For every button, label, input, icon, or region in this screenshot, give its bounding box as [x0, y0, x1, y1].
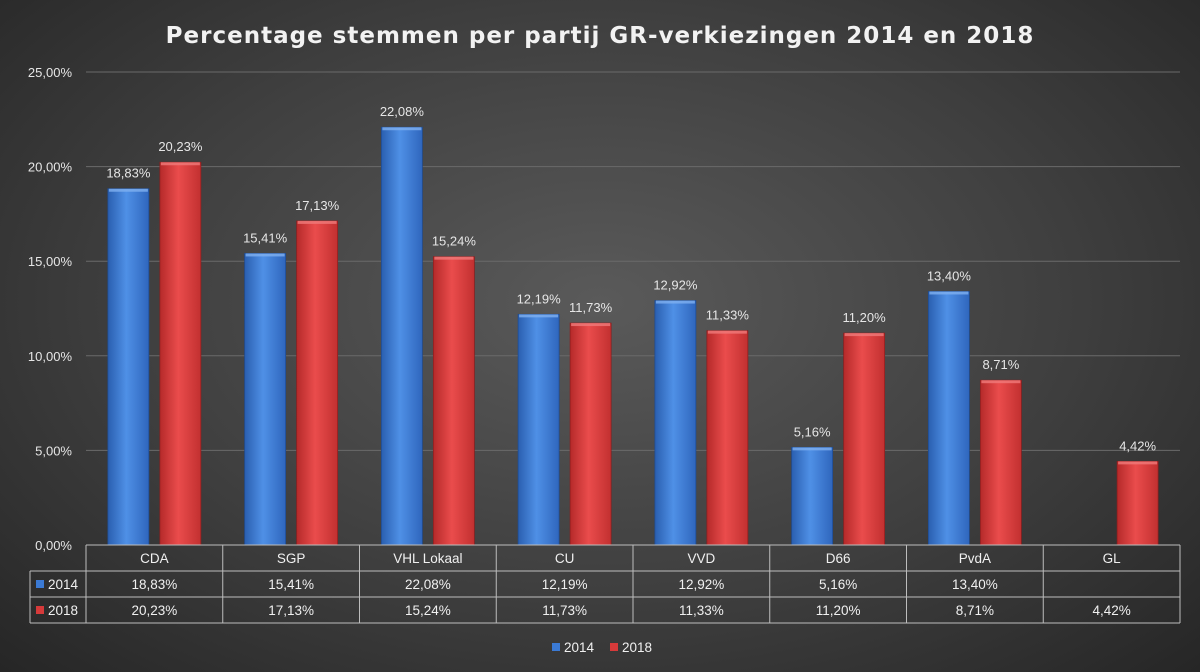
bar-cap: [297, 220, 337, 224]
data-table: CDA SGP VHL Lokaal CU VVD D66 PvdA GL 2014 18,83%…: [29, 544, 1181, 624]
bar-cap: [571, 323, 611, 327]
table-cell: 18,83%: [131, 577, 177, 592]
data-label: 15,24%: [432, 234, 477, 249]
table-header-cell: VVD: [687, 551, 715, 566]
bar-cap: [382, 127, 422, 131]
table-cell: 11,73%: [542, 603, 587, 618]
bar-2018-d66: [843, 332, 886, 546]
data-label: 15,41%: [243, 230, 288, 245]
table-series-key: [36, 606, 44, 614]
table-series-name: 2018: [48, 603, 78, 618]
table-series-name: 2014: [48, 577, 79, 592]
y-tick-label: 10,00%: [28, 349, 73, 364]
bar-cap: [655, 300, 695, 304]
data-label: 11,33%: [706, 308, 750, 323]
table-cell: 12,19%: [542, 577, 588, 592]
bar-cap: [792, 447, 832, 451]
bar-cap: [434, 256, 474, 260]
bar-cap: [108, 188, 148, 192]
bar-2014-cu: [517, 313, 560, 546]
table-cell: 20,23%: [131, 603, 177, 618]
data-label: 13,40%: [927, 268, 972, 283]
y-tick-label: 5,00%: [35, 443, 72, 458]
bar-2014-d66: [791, 446, 834, 546]
chart-title: Percentage stemmen per partij GR-verkiez…: [166, 23, 1035, 49]
y-tick-label: 25,00%: [28, 65, 73, 80]
table-series-key: [36, 580, 44, 588]
data-label: 11,73%: [569, 300, 613, 315]
table-cell: 15,41%: [268, 577, 314, 592]
legend-label: 2018: [622, 640, 652, 655]
table-header-cell: D66: [826, 551, 851, 566]
data-label: 22,08%: [380, 104, 425, 119]
table-cell: 22,08%: [405, 577, 451, 592]
table-header-cell: GL: [1103, 551, 1122, 566]
y-tick-label: 0,00%: [35, 538, 72, 553]
bar-cap: [519, 314, 559, 318]
bar-2014-vvd: [654, 300, 697, 546]
table-cell: 11,33%: [679, 603, 724, 618]
legend-key: [552, 643, 560, 651]
bar-cap: [929, 291, 969, 295]
table-cell: 12,92%: [678, 577, 724, 592]
table-header-cell: CU: [555, 551, 575, 566]
bar-2018-cda: [159, 161, 202, 546]
table-cell: 15,24%: [405, 603, 451, 618]
table-header-cell: CDA: [140, 551, 169, 566]
bar-2018-cu: [569, 322, 612, 546]
y-tick-label: 15,00%: [28, 254, 73, 269]
data-label: 12,92%: [653, 278, 698, 293]
bar-2014-vhl-lokaal: [380, 126, 423, 546]
bar-2018-pvda: [979, 379, 1022, 546]
legend-label: 2014: [564, 640, 595, 655]
table-header-cell: VHL Lokaal: [393, 551, 462, 566]
bar-cap: [1118, 461, 1158, 465]
table-header-cell: PvdA: [959, 551, 991, 566]
table-cell: 11,20%: [816, 603, 861, 618]
bar-2018-gl: [1116, 460, 1159, 546]
bar-2014-sgp: [244, 253, 287, 546]
bar-2014-cda: [107, 188, 150, 546]
data-label: 4,42%: [1119, 438, 1156, 453]
bar-cap: [844, 333, 884, 337]
bar-2018-vvd: [706, 330, 749, 546]
table-cell: 8,71%: [956, 603, 994, 618]
data-label: 12,19%: [517, 291, 562, 306]
legend: 2014 2018: [552, 640, 652, 655]
data-labels: 18,83% 20,23% 15,41% 17,13% 22,08% 15,24% 12,1…: [106, 104, 1156, 453]
table-cell: 17,13%: [268, 603, 314, 618]
bars: [107, 126, 1159, 546]
data-label: 8,71%: [982, 357, 1019, 372]
data-label: 17,13%: [295, 198, 340, 213]
y-tick-label: 20,00%: [28, 160, 73, 175]
bar-2018-vhl-lokaal: [432, 256, 475, 546]
table-header-cell: SGP: [277, 551, 306, 566]
data-label: 20,23%: [158, 139, 203, 154]
table-cell: 4,42%: [1092, 603, 1130, 618]
bar-2018-sgp: [296, 220, 339, 546]
legend-key: [610, 643, 618, 651]
table-cell: 13,40%: [952, 577, 998, 592]
data-label: 11,20%: [843, 310, 887, 325]
y-axis-ticks: 0,00% 5,00% 10,00% 15,00% 20,00% 25,00%: [28, 65, 73, 553]
table-cell: 5,16%: [819, 577, 857, 592]
data-label: 18,83%: [106, 166, 151, 181]
data-label: 5,16%: [794, 424, 831, 439]
bar-2014-pvda: [927, 291, 970, 546]
bar-cap: [245, 253, 285, 257]
bar-cap: [707, 330, 747, 334]
bar-cap: [981, 380, 1021, 384]
bar-cap: [160, 162, 200, 166]
